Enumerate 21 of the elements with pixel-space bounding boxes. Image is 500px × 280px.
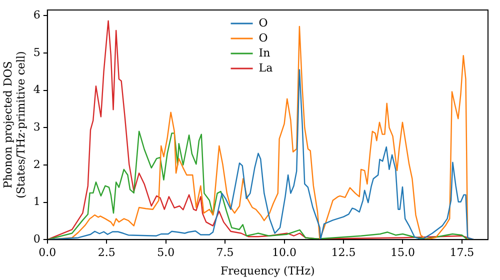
- y-tick-label: 4: [33, 83, 40, 96]
- x-tick-label: 12.5: [331, 246, 356, 260]
- x-tick-label: 0.0: [38, 246, 56, 260]
- y-tick-label: 6: [33, 8, 40, 22]
- x-tick-label: 2.5: [98, 246, 116, 260]
- y-axis-title: Phonon projected DOS (States/THz·primitive cell): [1, 51, 28, 198]
- legend-label: O: [258, 31, 268, 44]
- legend-label: In: [258, 46, 270, 60]
- x-tick-label: 17.5: [450, 246, 474, 260]
- y-tick-label: 0: [33, 232, 40, 246]
- x-tick-label: 7.5: [216, 246, 234, 260]
- x-tick-label: 10.0: [272, 246, 297, 260]
- y-tick-label: 3: [33, 120, 40, 134]
- legend-label: O: [258, 16, 268, 30]
- legend-label: La: [258, 61, 274, 74]
- y-tick-label: 2: [33, 158, 40, 171]
- y-tick-label: 5: [33, 46, 40, 59]
- x-tick-label: 5.0: [157, 246, 175, 260]
- x-tick-label: 15.0: [390, 246, 415, 260]
- y-tick-label: 1: [33, 195, 40, 208]
- x-axis-title: Frequency (THz): [220, 264, 315, 278]
